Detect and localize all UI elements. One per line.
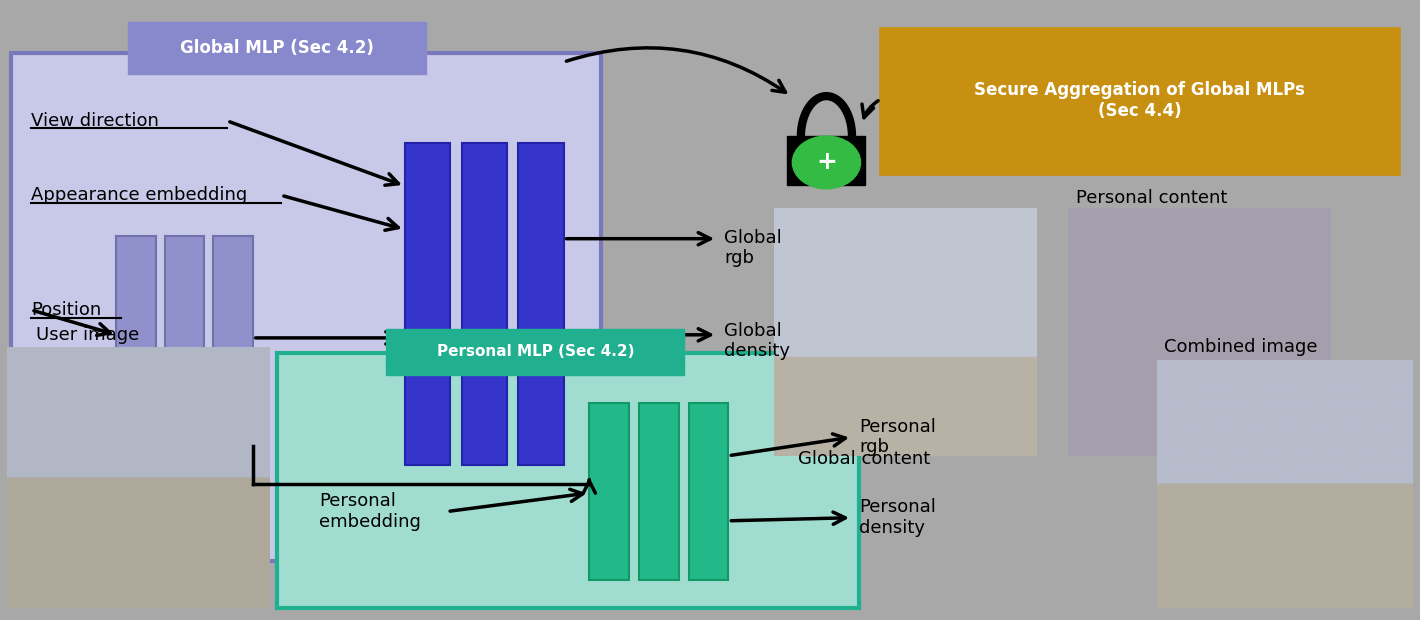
Bar [213,236,253,446]
Bar [116,236,156,446]
Text: Personal
embedding: Personal embedding [320,492,422,531]
Text: Global
density: Global density [724,322,790,360]
Bar [639,403,679,580]
Text: Global MLP (Sec 4.2): Global MLP (Sec 4.2) [180,39,373,57]
Bar [386,329,684,375]
Bar [787,136,866,185]
Ellipse shape [792,136,861,188]
Bar [589,403,629,580]
Text: Personal content: Personal content [1076,189,1228,208]
Bar [277,353,859,608]
Text: User image: User image [36,326,139,344]
Text: Global
rgb: Global rgb [724,229,782,267]
Bar [462,143,507,465]
Text: Position: Position [31,301,101,319]
Text: Appearance embedding: Appearance embedding [31,186,247,205]
Text: View direction: View direction [31,112,159,130]
Text: Combined image: Combined image [1164,338,1318,356]
Bar [518,143,564,465]
Text: Personal
rgb: Personal rgb [859,418,936,456]
Bar [11,53,601,561]
Bar [689,403,728,580]
Bar [128,22,426,74]
Text: Global content: Global content [798,450,930,468]
Text: Personal
density: Personal density [859,498,936,537]
Bar [880,28,1399,174]
Text: Personal MLP (Sec 4.2): Personal MLP (Sec 4.2) [436,344,635,360]
Text: +: + [816,151,836,174]
Text: Secure Aggregation of Global MLPs
(Sec 4.4): Secure Aggregation of Global MLPs (Sec 4… [974,81,1305,120]
Bar [165,236,204,446]
Bar [405,143,450,465]
